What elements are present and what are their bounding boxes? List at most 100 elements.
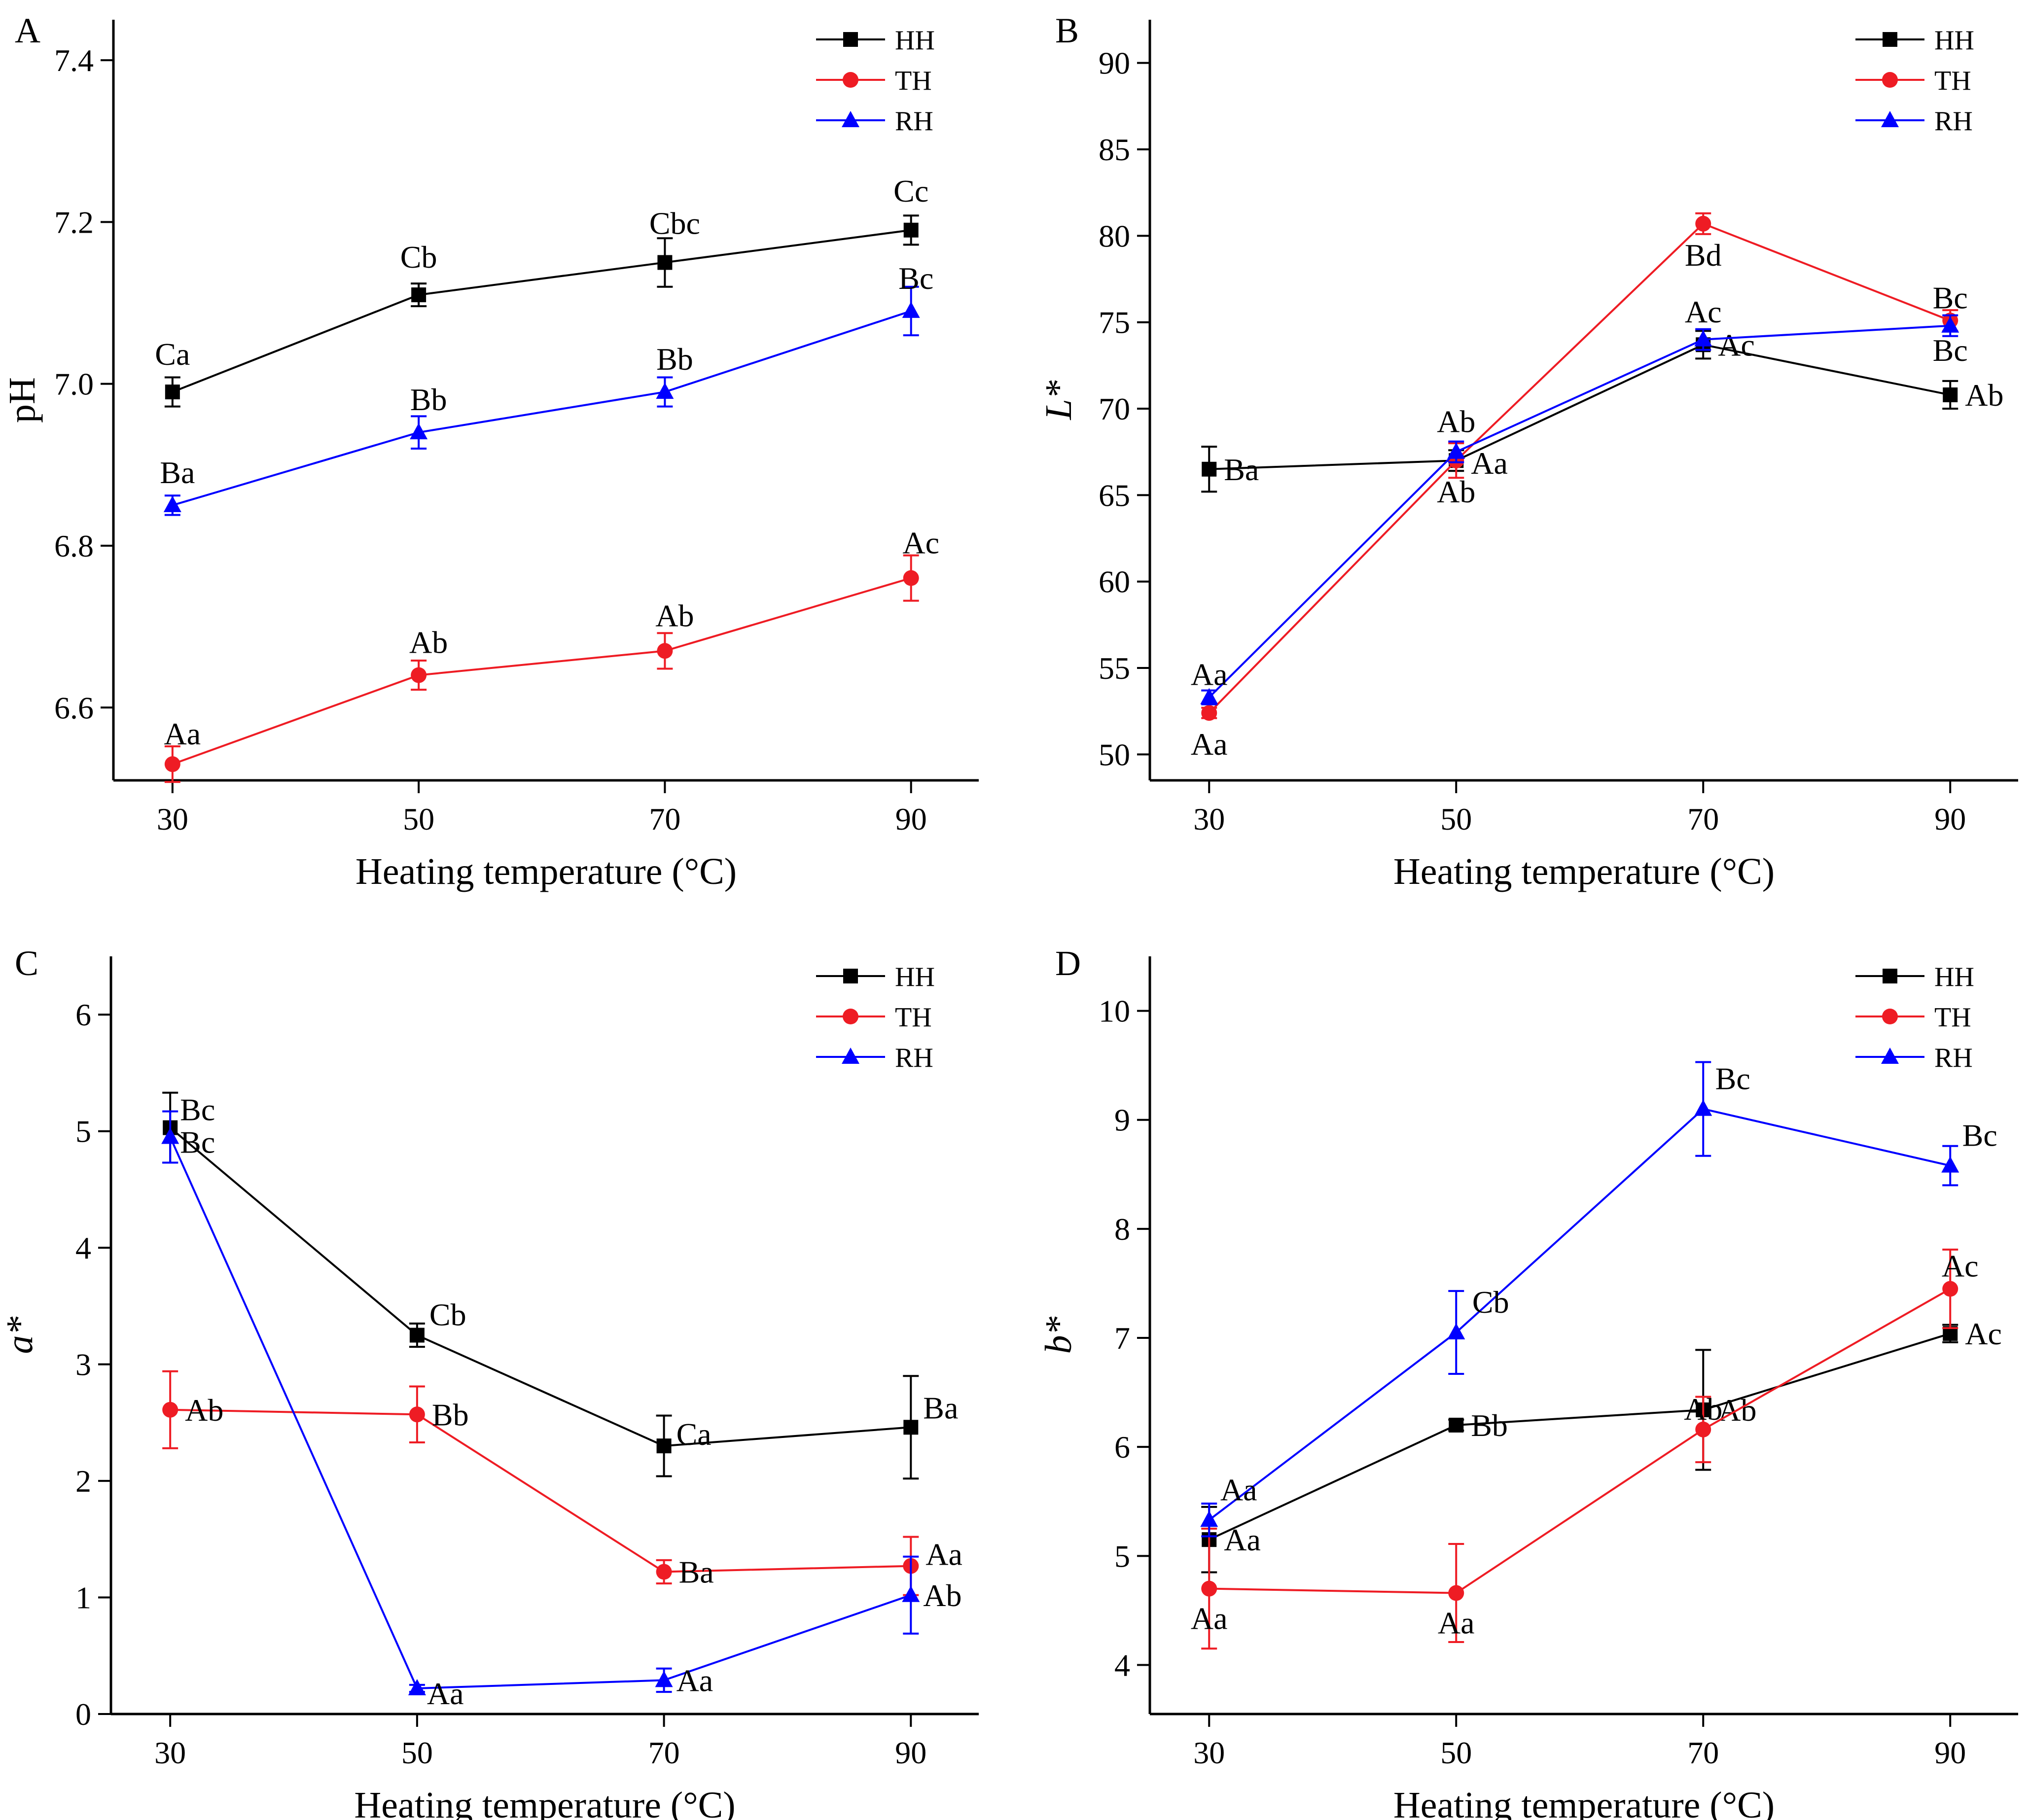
panel-b: B 30 50 70 90 50 55 60 65 70 75 80 85 90 Heating tempe… xyxy=(1038,11,2018,892)
data-point xyxy=(408,1679,426,1695)
data-point xyxy=(1941,1156,1959,1173)
legend-marker xyxy=(843,72,858,88)
y-tick-label: 9 xyxy=(1114,1103,1130,1138)
legend-item-th: TH xyxy=(1855,66,1971,96)
data-label: Bb xyxy=(410,382,447,417)
legend-label: RH xyxy=(1934,106,1973,137)
series-th: Aa Ab Ab Ac xyxy=(164,525,939,783)
data-point xyxy=(1447,442,1465,459)
y-tick-label: 5 xyxy=(75,1114,91,1149)
data-label: Cb xyxy=(400,240,437,275)
legend-label: RH xyxy=(1934,1043,1973,1073)
legend-item-th: TH xyxy=(816,1002,932,1033)
data-label: Ba xyxy=(923,1390,958,1425)
legend-label: TH xyxy=(1934,66,1971,96)
y-tick-label: 1 xyxy=(75,1580,91,1615)
y-tick-label: 8 xyxy=(1114,1212,1130,1247)
legend-label: RH xyxy=(895,106,933,137)
data-label: Ac xyxy=(902,525,939,560)
data-point xyxy=(1941,316,1959,333)
x-axis-title: Heating temperature (°C) xyxy=(1393,851,1775,892)
data-point xyxy=(902,301,920,318)
y-tick-label: 60 xyxy=(1099,564,1130,599)
legend-marker xyxy=(1883,32,1897,47)
y-tick-label: 50 xyxy=(1099,737,1130,772)
legend-label: HH xyxy=(895,962,935,992)
y-tick-label: 70 xyxy=(1099,391,1130,426)
series-th: Ab Bb Ba Aa xyxy=(162,1370,962,1596)
legend-item-rh: RH xyxy=(1855,106,1973,137)
series-line xyxy=(172,577,912,766)
data-label: Ac xyxy=(1942,1249,1979,1284)
data-point xyxy=(655,1671,673,1687)
legend-marker xyxy=(1882,1009,1898,1024)
data-label: Bc xyxy=(1933,280,1968,315)
series-line xyxy=(1208,222,1951,714)
series-hh: Ca Cb Cbc Cc xyxy=(155,174,928,408)
legend-label: RH xyxy=(895,1043,933,1073)
x-axis-title: Heating temperature (°C) xyxy=(1393,1785,1775,1820)
data-point xyxy=(410,423,428,440)
data-label: Bc xyxy=(1962,1118,1997,1153)
series-hh: Ba Aa Ac Ab xyxy=(1201,327,2003,493)
data-label: Bd xyxy=(1685,238,1722,273)
data-label: Ac xyxy=(1965,1316,2002,1351)
data-label: Ab xyxy=(1437,474,1475,509)
series-line xyxy=(169,1127,911,1447)
legend-item-rh: RH xyxy=(816,106,933,137)
series-line xyxy=(1209,344,1951,470)
data-point xyxy=(1200,688,1218,704)
data-label: Cb xyxy=(1472,1285,1509,1320)
data-point xyxy=(409,1328,425,1343)
legend-label: HH xyxy=(895,25,935,56)
data-label: Aa xyxy=(1471,446,1508,481)
x-tick-label: 30 xyxy=(1193,802,1225,837)
data-point xyxy=(903,570,919,586)
legend-marker xyxy=(843,32,858,47)
legend-item-th: TH xyxy=(1855,1002,1971,1033)
y-axis-title: b* xyxy=(1038,1317,1079,1354)
data-label: Aa xyxy=(1191,657,1228,692)
y-tick-label: 7.4 xyxy=(54,43,94,78)
series-hh: Aa Bb Ab Ac xyxy=(1201,1316,2002,1574)
data-point xyxy=(1694,330,1712,347)
data-point xyxy=(1942,1281,1958,1297)
data-label: Ca xyxy=(155,337,190,372)
data-point xyxy=(1201,705,1217,721)
y-tick-label: 7.0 xyxy=(54,367,94,402)
data-label: Bc xyxy=(1933,333,1968,368)
x-tick-label: 30 xyxy=(1193,1735,1225,1770)
y-tick-label: 6.8 xyxy=(54,528,94,563)
data-label: Cc xyxy=(893,174,928,209)
legend-label: HH xyxy=(1934,25,1974,56)
data-point xyxy=(1695,1421,1711,1437)
y-tick-label: 4 xyxy=(75,1230,91,1265)
series-line xyxy=(172,229,911,393)
x-tick-label: 30 xyxy=(154,1735,186,1770)
y-tick-label: 90 xyxy=(1099,46,1130,81)
data-label: Ba xyxy=(679,1555,714,1590)
legend-label: TH xyxy=(1934,1002,1971,1033)
panel-d: D 30 50 70 90 4 5 6 7 8 9 10 Heating temperature (°C… xyxy=(1038,944,2018,1820)
data-label: Ac xyxy=(1685,294,1722,329)
legend-label: TH xyxy=(895,66,932,96)
y-tick-label: 7 xyxy=(1114,1321,1130,1356)
data-point xyxy=(411,287,427,303)
data-label: Aa xyxy=(427,1676,464,1711)
data-label: Bc xyxy=(1715,1061,1750,1096)
series-line xyxy=(1208,324,1951,699)
y-tick-label: 0 xyxy=(75,1697,91,1732)
data-label: Bc xyxy=(898,261,933,296)
legend: HH TH RH xyxy=(1855,25,1974,137)
data-label: Aa xyxy=(1220,1472,1257,1507)
data-point xyxy=(656,1438,672,1454)
x-tick-label: 90 xyxy=(1934,802,1966,837)
y-tick-label: 2 xyxy=(75,1464,91,1499)
x-axis-title: Heating temperature (°C) xyxy=(356,851,737,892)
legend-marker xyxy=(1881,111,1899,127)
x-tick-label: 70 xyxy=(648,1735,680,1770)
y-axis-title: a* xyxy=(0,1317,40,1354)
panel-letter: C xyxy=(15,944,38,983)
panel-letter: D xyxy=(1055,944,1081,983)
